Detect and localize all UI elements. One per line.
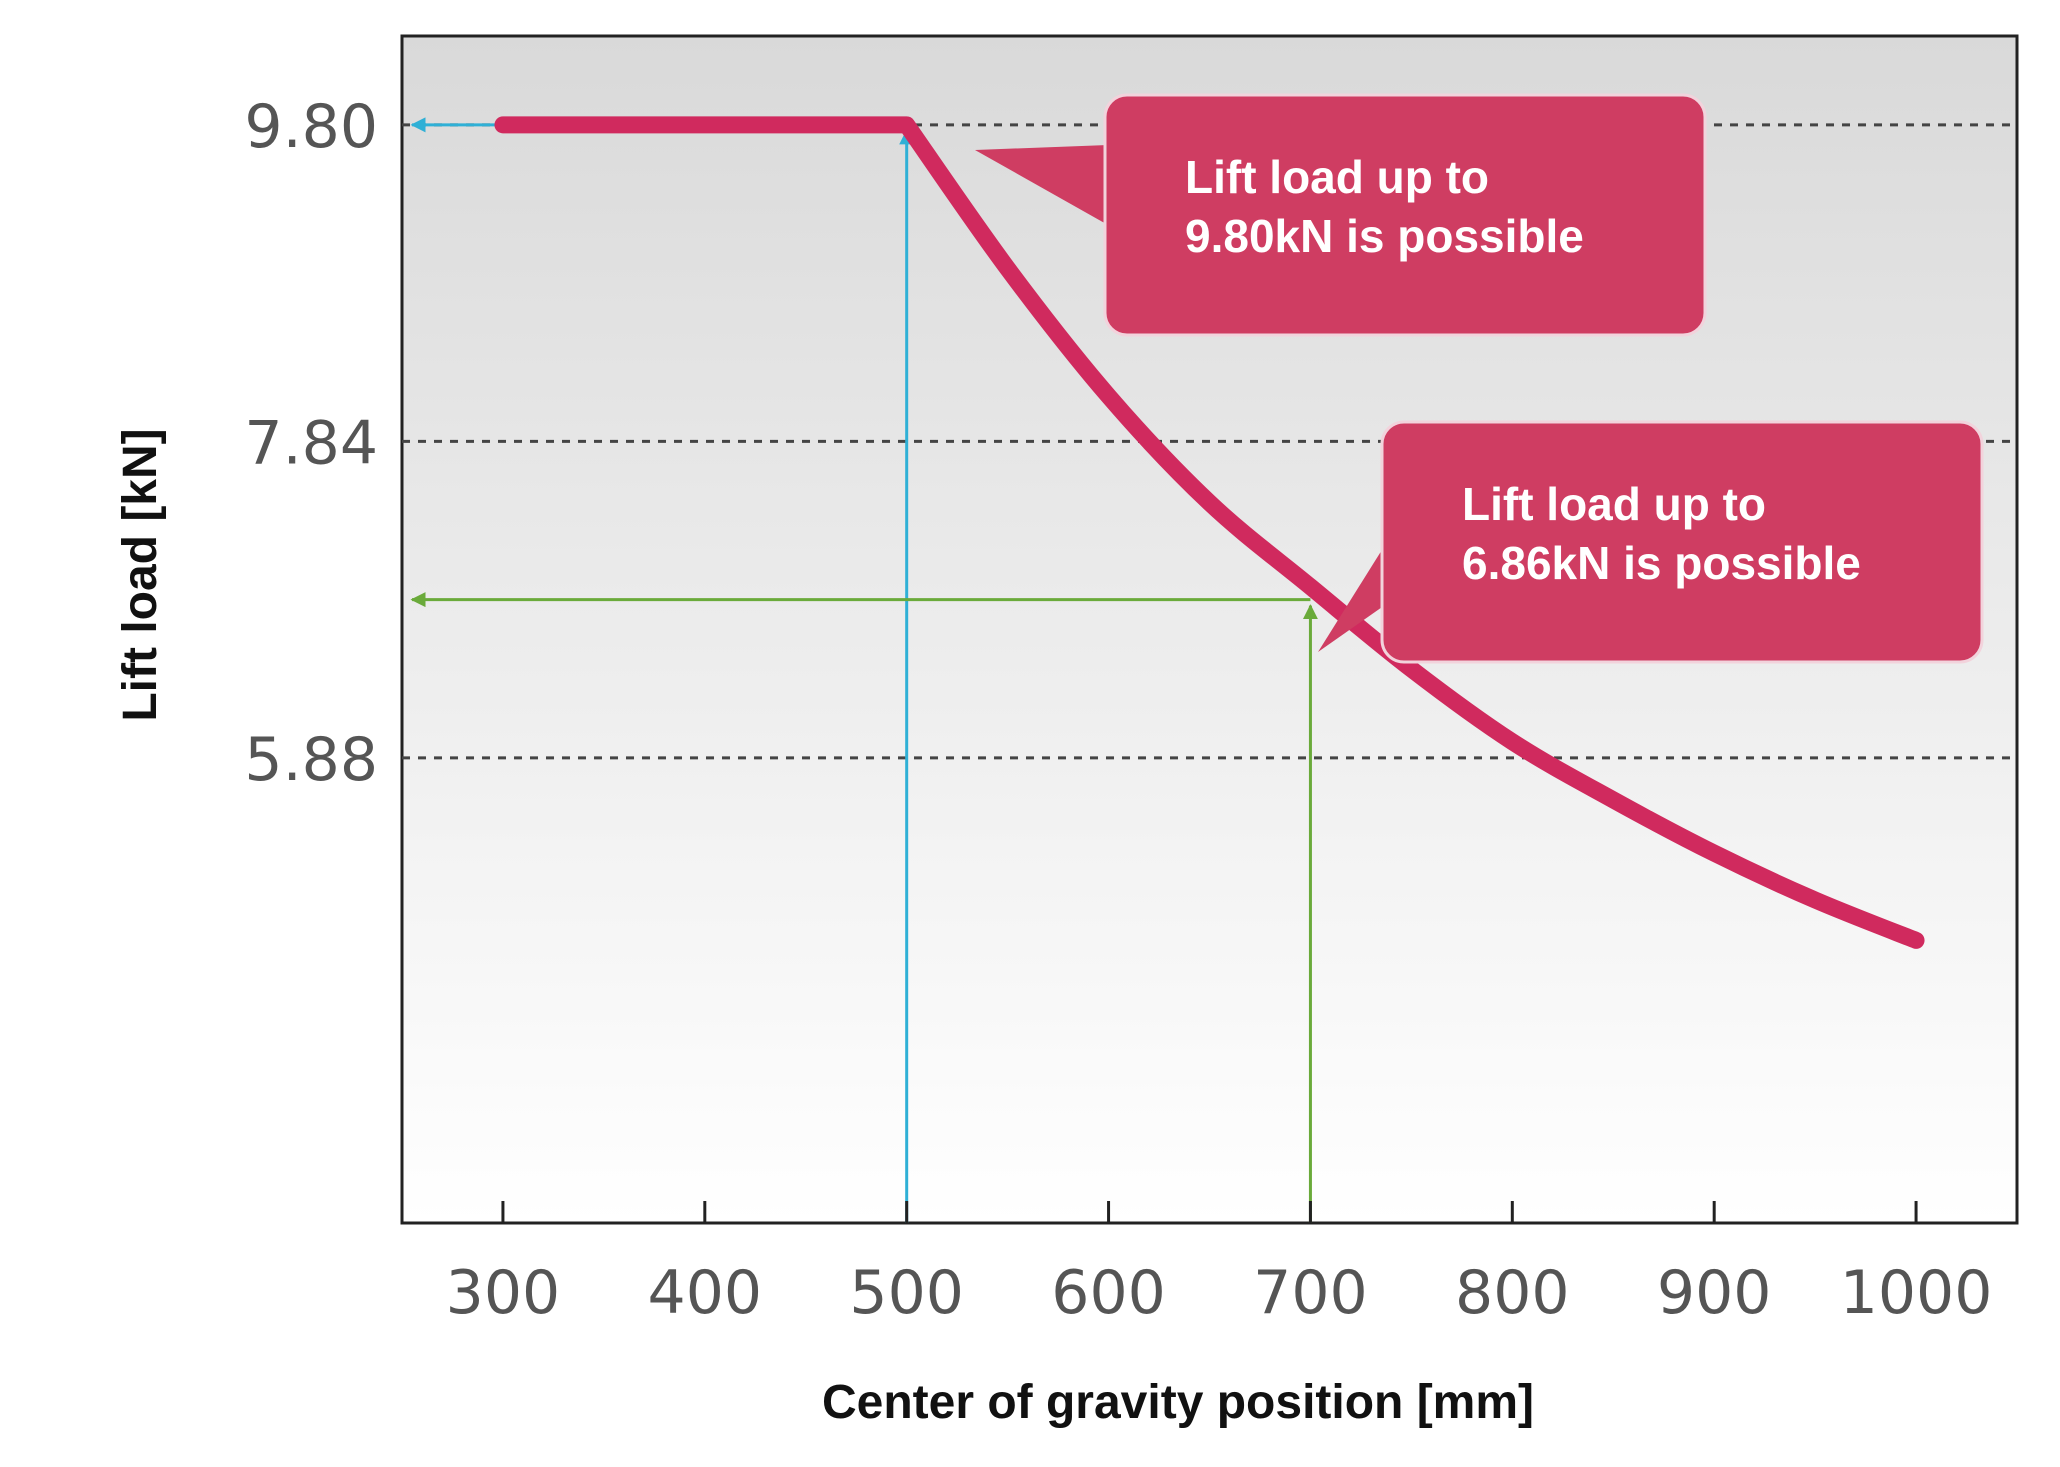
callout-line-1: Lift load up to bbox=[1462, 478, 1766, 530]
callout-box bbox=[1380, 420, 1984, 664]
x-tick-label: 600 bbox=[1051, 1258, 1166, 1328]
x-tick-label: 300 bbox=[446, 1258, 561, 1328]
callout-pointer bbox=[975, 145, 1108, 225]
y-tick-label: 5.88 bbox=[244, 725, 378, 795]
x-axis-title: Center of gravity position [mm] bbox=[822, 1376, 1534, 1429]
y-tick-label: 9.80 bbox=[244, 92, 378, 162]
callout-line-1: Lift load up to bbox=[1185, 151, 1489, 203]
callout-line-2: 6.86kN is possible bbox=[1462, 537, 1861, 589]
y-axis-title: Lift load [kN] bbox=[114, 428, 167, 721]
reference-lines bbox=[410, 117, 1318, 1223]
x-tick-label: 1000 bbox=[1840, 1258, 1993, 1328]
x-tick-label: 500 bbox=[849, 1258, 964, 1328]
callout-pointer bbox=[1318, 545, 1385, 652]
x-tick-label: 800 bbox=[1455, 1258, 1570, 1328]
x-tick-label: 400 bbox=[648, 1258, 763, 1328]
y-axis-ticks: 5.88 7.84 9.80 bbox=[244, 92, 378, 795]
callout-line-2: 9.80kN is possible bbox=[1185, 210, 1584, 262]
callouts: Lift load up to 9.80kN is possible Lift lo… bbox=[975, 93, 1984, 664]
x-tick-label: 900 bbox=[1657, 1258, 1772, 1328]
x-axis-ticks: 300 400 500 600 700 800 900 1000 bbox=[446, 1201, 1993, 1328]
x-tick-label: 700 bbox=[1253, 1258, 1368, 1328]
callout-box bbox=[1103, 93, 1707, 337]
y-tick-label: 7.84 bbox=[244, 408, 378, 478]
